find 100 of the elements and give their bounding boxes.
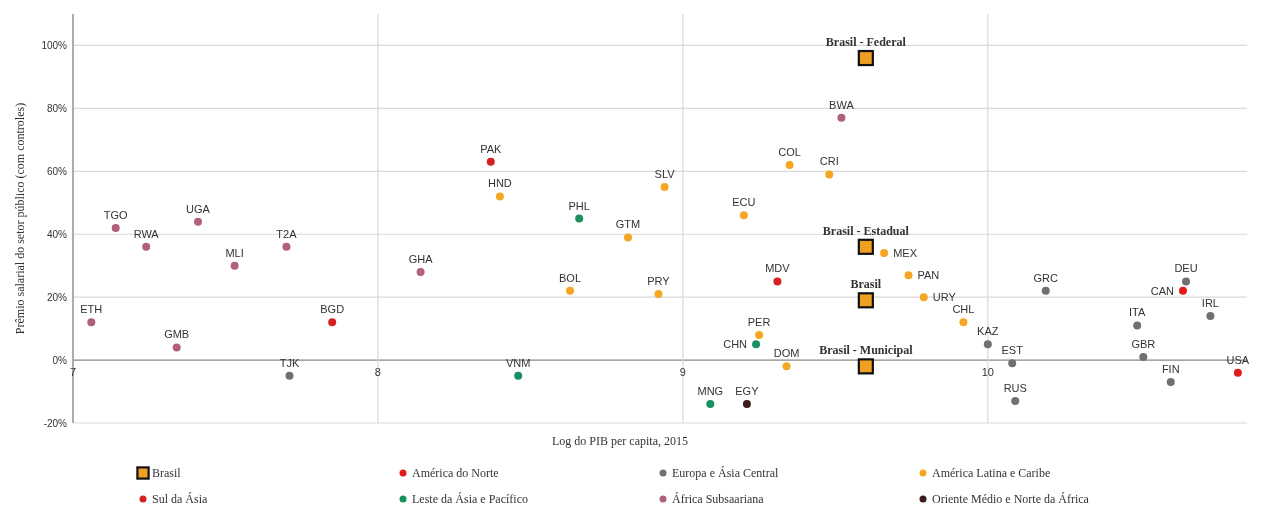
legend-label: Oriente Médio e Norte da África <box>932 492 1090 506</box>
annotation: PAK <box>480 142 503 155</box>
point <box>983 340 992 349</box>
annotation: PAN <box>917 269 940 282</box>
point <box>575 214 584 223</box>
annotation: EST <box>1001 344 1024 357</box>
y-tick-label: 40% <box>46 229 68 241</box>
point <box>857 49 874 67</box>
legend-label: Brasil <box>152 466 182 480</box>
legend-label: Leste da Ásia e Pacífico <box>412 492 528 506</box>
annotation: BGD <box>320 303 345 316</box>
point <box>857 358 874 375</box>
annotation: ECU <box>732 196 756 209</box>
point <box>904 271 913 280</box>
point <box>111 223 120 232</box>
x-axis-title: Log do PIB per capita, 2015 <box>552 434 688 448</box>
annotation: MNG <box>697 385 724 398</box>
point <box>194 217 203 226</box>
point <box>1182 277 1191 286</box>
annotation: Brasil - Municipal <box>819 343 914 358</box>
point <box>959 318 968 327</box>
annotation: USA <box>1226 353 1250 366</box>
y-tick-label: 60% <box>46 166 68 178</box>
point <box>857 292 874 309</box>
point <box>1178 286 1187 295</box>
annotation: CRI <box>819 155 839 168</box>
annotation: EGY <box>735 385 760 398</box>
annotation: T2A <box>276 227 298 240</box>
x-tick-label: 8 <box>374 366 381 379</box>
point <box>755 330 764 339</box>
annotation: Brasil - Federal <box>825 35 907 50</box>
point <box>1041 286 1050 295</box>
annotation: ITA <box>1129 306 1147 319</box>
annotation: ETH <box>80 303 103 316</box>
annotation: GRC <box>1033 271 1059 284</box>
point <box>706 400 715 409</box>
annotation: RWA <box>133 227 160 240</box>
point <box>486 157 495 166</box>
x-tick-label: 9 <box>679 366 686 379</box>
point <box>773 277 782 286</box>
annotation: UGA <box>186 202 211 215</box>
annotation: TGO <box>103 208 129 221</box>
point <box>660 183 669 192</box>
point <box>785 161 794 170</box>
point <box>172 343 181 352</box>
annotation: FIN <box>1161 363 1180 376</box>
annotation: SLV <box>654 168 676 181</box>
annotation: GTM <box>615 218 641 231</box>
annotation: COL <box>778 146 801 159</box>
point <box>1166 378 1175 387</box>
annotation: MEX <box>893 247 918 260</box>
point <box>416 267 425 276</box>
point <box>825 170 834 179</box>
point <box>742 400 751 409</box>
y-tick-label: 100% <box>41 40 68 52</box>
annotation: PRY <box>647 275 671 288</box>
point <box>623 233 632 242</box>
legend-label: África Subsaariana <box>672 492 765 506</box>
annotation: KAZ <box>977 325 999 338</box>
point <box>1139 352 1148 361</box>
point <box>87 318 96 327</box>
annotation: PHL <box>568 199 590 212</box>
point <box>880 249 889 258</box>
annotation: VNM <box>505 356 531 369</box>
point <box>919 293 928 302</box>
legend-label: América do Norte <box>412 466 499 480</box>
y-axis-title: Prêmio salarial do setor público (com controles) <box>13 102 27 335</box>
annotation: DOM <box>773 347 800 360</box>
annotation: Brasil - Estadual <box>822 223 910 238</box>
annotation: RUS <box>1003 381 1027 394</box>
annotation: MLI <box>225 246 244 259</box>
annotation: DEU <box>1174 262 1198 275</box>
point <box>1206 312 1215 321</box>
point <box>282 242 291 251</box>
point <box>1011 396 1020 405</box>
point <box>495 192 504 201</box>
point <box>752 340 761 349</box>
annotation: CHL <box>952 303 975 316</box>
annotation: GMB <box>164 328 190 341</box>
point <box>328 318 337 327</box>
annotation: GHA <box>408 252 434 265</box>
y-tick-label: 0% <box>52 355 68 367</box>
point <box>857 238 874 255</box>
x-tick-label: 10 <box>981 366 994 379</box>
annotation: HND <box>487 177 512 190</box>
point <box>1008 359 1017 368</box>
point <box>1133 321 1142 330</box>
legend-label: Sul da Ásia <box>152 492 208 506</box>
annotation: IRL <box>1201 297 1219 310</box>
annotation: MDV <box>765 262 791 275</box>
annotation: PER <box>747 315 771 328</box>
annotation: Brasil <box>850 277 882 292</box>
annotation: GBR <box>1131 337 1156 350</box>
point <box>566 286 575 295</box>
point <box>739 211 748 220</box>
y-tick-label: 80% <box>46 103 68 115</box>
legend-label: Europa e Ásia Central <box>672 466 779 480</box>
point <box>654 290 663 299</box>
annotation: CHN <box>723 338 748 351</box>
y-tick-label: 20% <box>46 292 68 304</box>
